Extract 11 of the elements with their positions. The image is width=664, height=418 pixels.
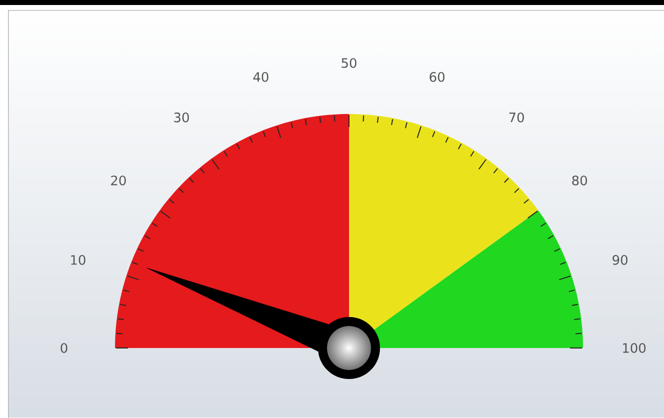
text: 40 <box>253 72 268 82</box>
text: 80 <box>572 176 587 186</box>
text: 30 <box>174 112 189 122</box>
text: 50 <box>342 58 356 68</box>
text: 90 <box>612 255 628 265</box>
text: 60 <box>430 72 444 82</box>
text: 10 <box>71 255 86 265</box>
text: 0 <box>60 343 68 353</box>
text: 70 <box>509 112 524 122</box>
text: 100 <box>623 343 646 353</box>
text: 20 <box>111 176 126 186</box>
